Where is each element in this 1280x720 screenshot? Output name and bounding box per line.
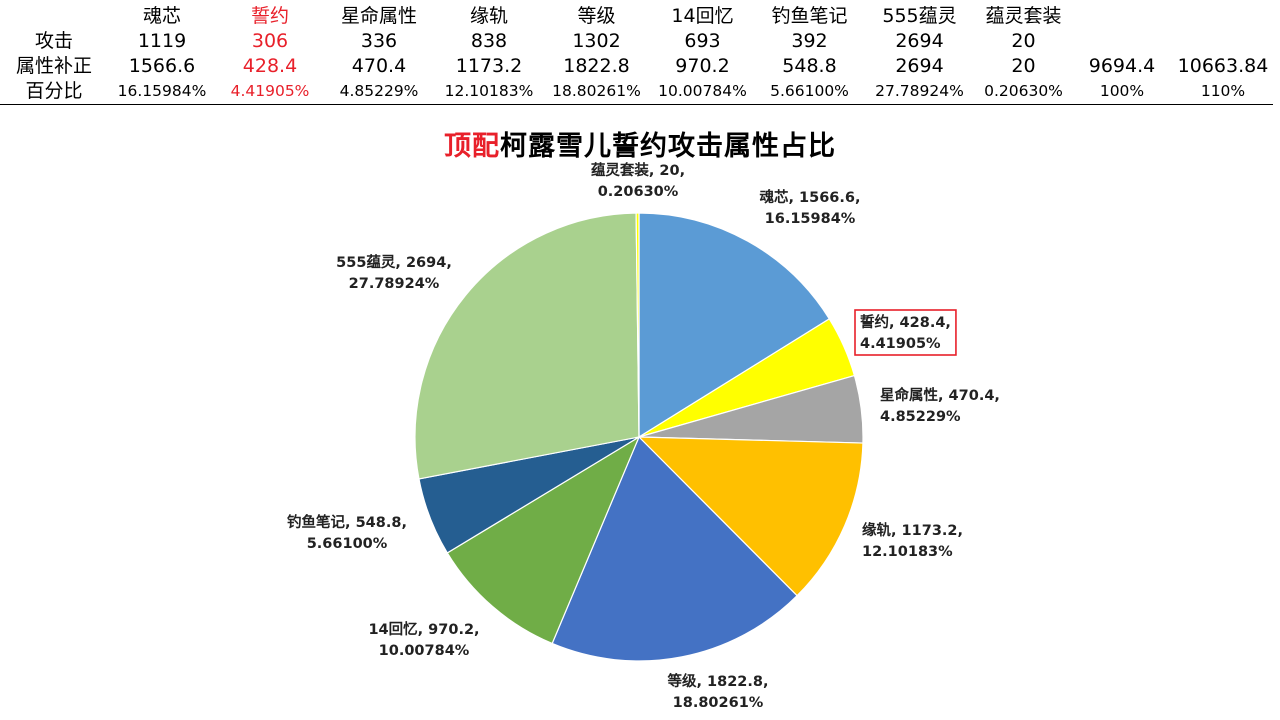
total-cell: 100% — [1071, 79, 1173, 105]
table-row: 百分比 16.15984% 4.41905% 4.85229% 12.10183… — [0, 79, 1273, 105]
table-cell: 1119 — [137, 30, 187, 52]
table-cell: 1173.2 — [455, 55, 523, 77]
table-header-cell: 14回忆 — [671, 5, 734, 27]
table-cell: 336 — [360, 30, 398, 52]
table-cell: 548.8 — [782, 55, 837, 77]
table-header-row: 魂芯 誓约 星命属性 缘轨 等级 14回忆 钓鱼笔记 555蕴灵 蕴灵套装 — [0, 4, 1273, 29]
data-label: 555蕴灵, 2694, 27.78924% — [336, 253, 452, 292]
pie-slice — [635, 212, 640, 438]
table-cell: 2694 — [895, 30, 944, 52]
total-cell: 9694.4 — [1088, 55, 1156, 77]
table-header-cell: 誓约 — [250, 5, 289, 27]
table-cell: 0.20630% — [976, 79, 1071, 105]
pie-slice — [638, 212, 831, 439]
table-cell: 10.00784% — [649, 79, 756, 105]
data-label: 钓鱼笔记, 548.8, 5.66100% — [287, 513, 407, 552]
table-cell: 970.2 — [675, 55, 730, 77]
table-cell: 12.10183% — [434, 79, 544, 105]
data-label: 誓约, 428.4, 4.41905% — [860, 313, 951, 352]
table-cell: 392 — [791, 30, 828, 52]
pie-slice — [446, 435, 641, 645]
table-header-cell: 等级 — [577, 5, 616, 27]
table-cell: 4.85229% — [324, 79, 434, 105]
table-header-cell: 钓鱼笔记 — [771, 5, 848, 27]
table-cell: 1302 — [572, 30, 621, 52]
highlight-box — [854, 309, 957, 356]
total-cell: 110% — [1173, 79, 1273, 105]
pie-slice — [637, 436, 864, 597]
table-cell: 5.66100% — [756, 79, 863, 105]
data-label: 魂芯, 1566.6, 16.15984% — [759, 188, 860, 227]
table-cell: 18.80261% — [544, 79, 649, 105]
pie-slice — [551, 435, 798, 662]
data-label: 星命属性, 470.4, 4.85229% — [880, 386, 1000, 425]
table-cell: 838 — [470, 30, 508, 52]
chart-title: 顶配柯露雪儿誓约攻击属性占比 — [0, 124, 1280, 163]
stats-table: 魂芯 誓约 星命属性 缘轨 等级 14回忆 钓鱼笔记 555蕴灵 蕴灵套装 攻击… — [0, 4, 1273, 105]
table-header-cell: 魂芯 — [142, 5, 181, 27]
table-header-cell: 蕴灵套装 — [985, 5, 1062, 27]
table-header-cell: 555蕴灵 — [882, 5, 957, 27]
table-cell: 4.41905% — [216, 79, 324, 105]
table-cell: 27.78924% — [863, 79, 976, 105]
table-row: 属性补正 1566.6 428.4 470.4 1173.2 1822.8 97… — [0, 54, 1273, 79]
data-label: 等级, 1822.8, 18.80261% — [667, 672, 768, 711]
chart-title-prefix: 顶配 — [444, 131, 500, 162]
table-header-cell: 缘轨 — [469, 5, 508, 27]
table-header-cell: 星命属性 — [340, 5, 417, 27]
table-cell: 470.4 — [351, 55, 407, 77]
table-row: 攻击 1119 306 336 838 1302 693 392 2694 20 — [0, 29, 1273, 54]
chart-title-rest: 柯露雪儿誓约攻击属性占比 — [500, 131, 836, 162]
table-cell: 20 — [1011, 30, 1036, 52]
table-cell: 1566.6 — [128, 55, 196, 77]
row-label: 攻击 — [34, 30, 73, 52]
pie-slice — [414, 212, 640, 480]
table-cell: 2694 — [895, 55, 944, 77]
data-label: 缘轨, 1173.2, 12.10183% — [862, 521, 963, 560]
table-cell: 693 — [684, 30, 721, 52]
row-label: 属性补正 — [15, 55, 92, 77]
data-label: 14回忆, 970.2, 10.00784% — [368, 620, 479, 659]
table-cell: 20 — [1011, 55, 1036, 77]
total-cell: 10663.84 — [1177, 55, 1269, 77]
table-cell: 428.4 — [242, 55, 298, 77]
table-cell: 16.15984% — [108, 79, 216, 105]
table-cell: 1822.8 — [563, 55, 630, 77]
row-label: 百分比 — [0, 79, 108, 105]
table-cell: 306 — [251, 30, 289, 52]
data-label: 蕴灵套装, 20, 0.20630% — [591, 161, 685, 200]
